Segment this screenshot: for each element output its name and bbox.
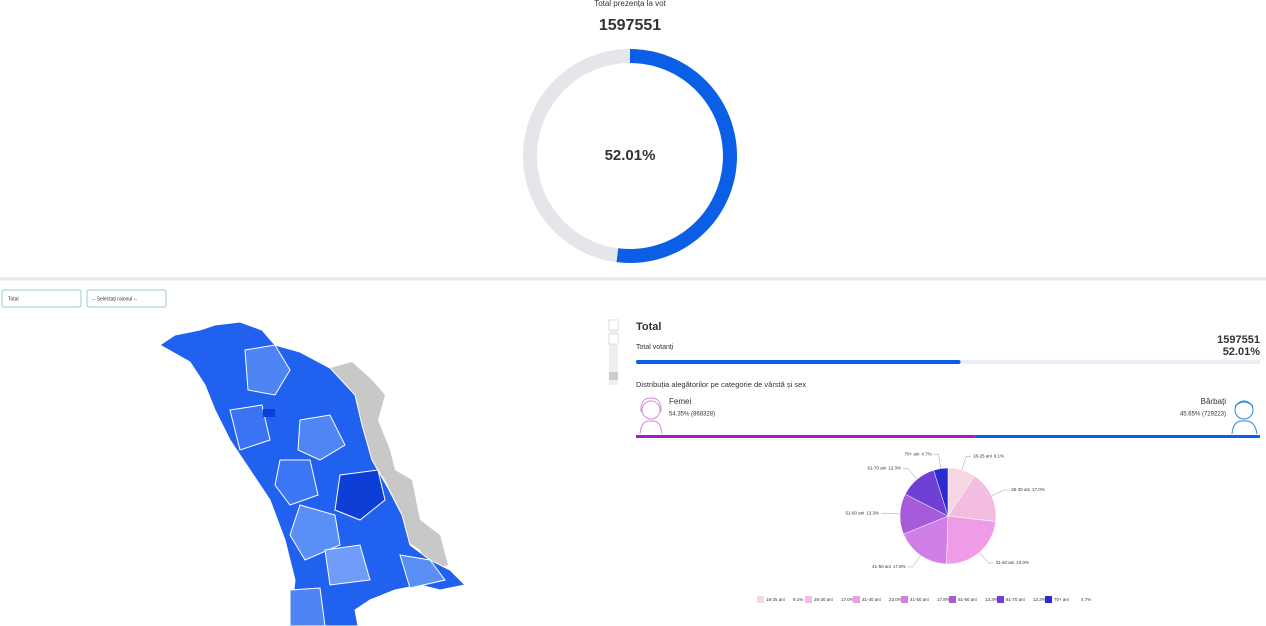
zoom-track (609, 320, 618, 385)
pie-label-category: 26-30 ani (1011, 487, 1030, 492)
map-region[interactable] (244, 344, 291, 396)
map-region[interactable] (297, 414, 346, 461)
map-region[interactable] (289, 504, 341, 561)
legend-value: 12.3% (1033, 597, 1046, 602)
legend-value: 13.3% (985, 597, 998, 602)
district-select-text: -- Selectați raionul -- (92, 296, 137, 302)
map-region[interactable] (274, 459, 319, 506)
men-name: Bărbați (1201, 397, 1227, 406)
zoom-handle[interactable] (609, 372, 618, 380)
male-icon (1231, 400, 1258, 435)
women-name: Femei (669, 397, 691, 406)
pie-label: 18-25 ani 9.1% (973, 454, 1004, 459)
donut-arc (616, 49, 737, 263)
men-bar (975, 435, 1260, 438)
legend-category: 51-60 ani (958, 597, 977, 602)
map-region[interactable] (334, 469, 386, 521)
pie-label: 26-30 ani 17.0% (1011, 487, 1045, 492)
legend-value: 4.7% (1081, 597, 1091, 602)
legend-value: 17.0% (841, 597, 854, 602)
legend-swatch (997, 596, 1004, 603)
donut: 52.01% (523, 49, 737, 263)
turnout-bar (636, 360, 961, 364)
legend-value: 9.1% (793, 597, 803, 602)
pie-label-category: 51-60 ani (846, 511, 865, 516)
pie-label-value: 9.1% (994, 454, 1004, 459)
map-region[interactable] (289, 587, 326, 626)
panel-title: Total (636, 321, 661, 333)
pie-label: 41-50 ani 17.8% (872, 564, 906, 569)
legend-swatch (949, 596, 956, 603)
pie-leader (933, 454, 941, 469)
men-label: 45.65% (729223) (1180, 412, 1226, 418)
map-region[interactable] (263, 409, 275, 417)
zoom-control (608, 319, 619, 385)
map (159, 321, 467, 626)
turnout-title: Total prezența la vot (594, 0, 666, 8)
pie-label: 70+ ani 4.7% (904, 452, 931, 457)
legend-swatch (1045, 596, 1052, 603)
pie-leader (881, 513, 901, 515)
level-select[interactable] (1, 289, 82, 308)
pie-label-value: 4.7% (921, 452, 931, 457)
legend-swatch (901, 596, 908, 603)
pie-chart: 18-25 ani 9.1%18-25 ani 9.1%26-30 ani 17.0%… (757, 452, 1091, 603)
women-label: 54.35% (868328) (669, 412, 715, 418)
map-region[interactable] (399, 554, 446, 589)
women-bar (636, 435, 976, 438)
pie-label-category: 31-40 ani (995, 560, 1014, 565)
pie-leader (961, 456, 971, 471)
legend-category: 26-30 ani (814, 597, 833, 602)
pie-label-category: 41-50 ani (872, 564, 891, 569)
pie-leader (907, 555, 921, 568)
pie-leader (902, 468, 918, 480)
legend-value: 17.8% (937, 597, 950, 602)
zoom-in[interactable] (608, 333, 619, 345)
voters-label: Total votanți (636, 344, 674, 351)
pie-label-category: 61-70 ani (867, 466, 886, 471)
map-region[interactable] (324, 544, 371, 586)
pie-leader (979, 552, 994, 564)
level-select-text: Total (8, 296, 19, 302)
pie-leader (991, 489, 1010, 497)
pie-label: 61-70 ani 12.3% (867, 466, 901, 471)
pie-label-value: 23.0% (1016, 560, 1029, 565)
pie-label-category: 18-25 ani (973, 454, 992, 459)
legend-swatch (853, 596, 860, 603)
donut-label: 52.01% (605, 147, 656, 164)
legend-category: 18-25 ani (766, 597, 785, 602)
map-region[interactable] (229, 404, 271, 451)
zoom-home[interactable] (608, 319, 619, 331)
legend-swatch (805, 596, 812, 603)
pie-label-value: 13.3% (866, 511, 879, 516)
turnout-total: 1597551 (599, 17, 661, 34)
legend-swatch (757, 596, 764, 603)
female-icon (639, 397, 663, 435)
pie-label: 31-40 ani 23.0% (995, 560, 1029, 565)
pie-slice (947, 475, 997, 522)
pie-label-category: 70+ ani (904, 452, 919, 457)
voters-value: 1597551 (1217, 334, 1260, 346)
turnout-value: 52.01% (1223, 346, 1261, 358)
legend-category: 41-50 ani (910, 597, 929, 602)
pie-label-value: 17.8% (893, 564, 906, 569)
lower-section (0, 278, 1266, 626)
pie-slice (946, 515, 996, 565)
legend-value: 23.0% (889, 597, 902, 602)
legend-category: 61-70 ani (1006, 597, 1025, 602)
pie-label-value: 12.3% (888, 466, 901, 471)
legend-category: 70+ ani (1054, 597, 1069, 602)
district-select[interactable] (86, 289, 167, 308)
pie-label: 51-60 ani 13.3% (846, 511, 880, 516)
legend-category: 31-40 ani (862, 597, 881, 602)
distribution-title: Distribuția alegătorilor pe categorie de… (636, 380, 806, 389)
pie-label-value: 17.0% (1032, 487, 1045, 492)
